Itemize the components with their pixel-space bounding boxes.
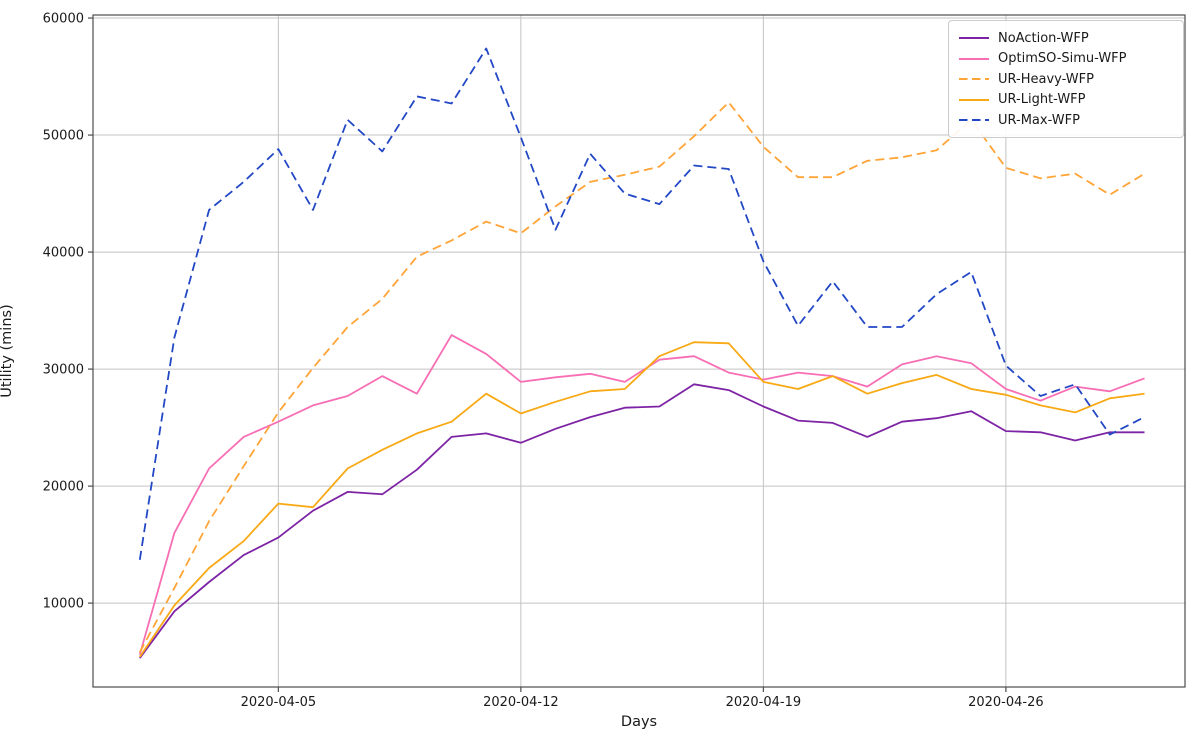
legend-label: OptimSO-Simu-WFP [998,51,1127,67]
y-tick-label: 60000 [43,12,84,27]
legend-line-sample [959,37,989,40]
legend-item: OptimSO-Simu-WFP [959,49,1173,70]
x-tick-label: 2020-04-26 [968,695,1044,710]
plot-border [92,14,1186,688]
legend: NoAction-WFP OptimSO-Simu-WFP UR-Heavy-W… [948,20,1184,138]
legend-label: NoAction-WFP [998,30,1089,46]
legend-item: UR-Heavy-WFP [959,69,1173,90]
legend-label: UR-Heavy-WFP [998,71,1094,87]
series-line-OptimSO-Simu-WFP [138,334,1145,655]
legend-line-sample [959,78,989,81]
legend-label: UR-Max-WFP [998,112,1080,128]
y-axis-label: Utility (mins) [0,304,15,398]
x-tick-label: 2020-04-05 [241,695,317,710]
legend-line-sample [959,57,989,60]
legend-item: NoAction-WFP [959,28,1173,49]
legend-item: UR-Max-WFP [959,110,1173,131]
legend-item: UR-Light-WFP [959,90,1173,111]
y-tick-label: 20000 [43,480,84,495]
legend-line-sample [959,119,989,122]
series-line-UR-Light-WFP [139,341,1145,658]
y-tick-label: 10000 [43,597,84,612]
x-tick-label: 2020-04-12 [483,695,559,710]
y-tick-label: 30000 [43,363,84,378]
x-axis-label: Days [620,714,658,730]
x-tick-label: 2020-04-19 [726,695,802,710]
series-line-UR-Heavy-WFP [139,101,1145,653]
series-line-UR-Max-WFP [138,47,1145,560]
legend-line-sample [959,98,989,101]
y-tick-label: 40000 [43,246,84,261]
y-tick-label: 50000 [43,129,84,144]
legend-label: UR-Light-WFP [998,92,1086,108]
series-line-NoAction-WFP [139,383,1145,659]
